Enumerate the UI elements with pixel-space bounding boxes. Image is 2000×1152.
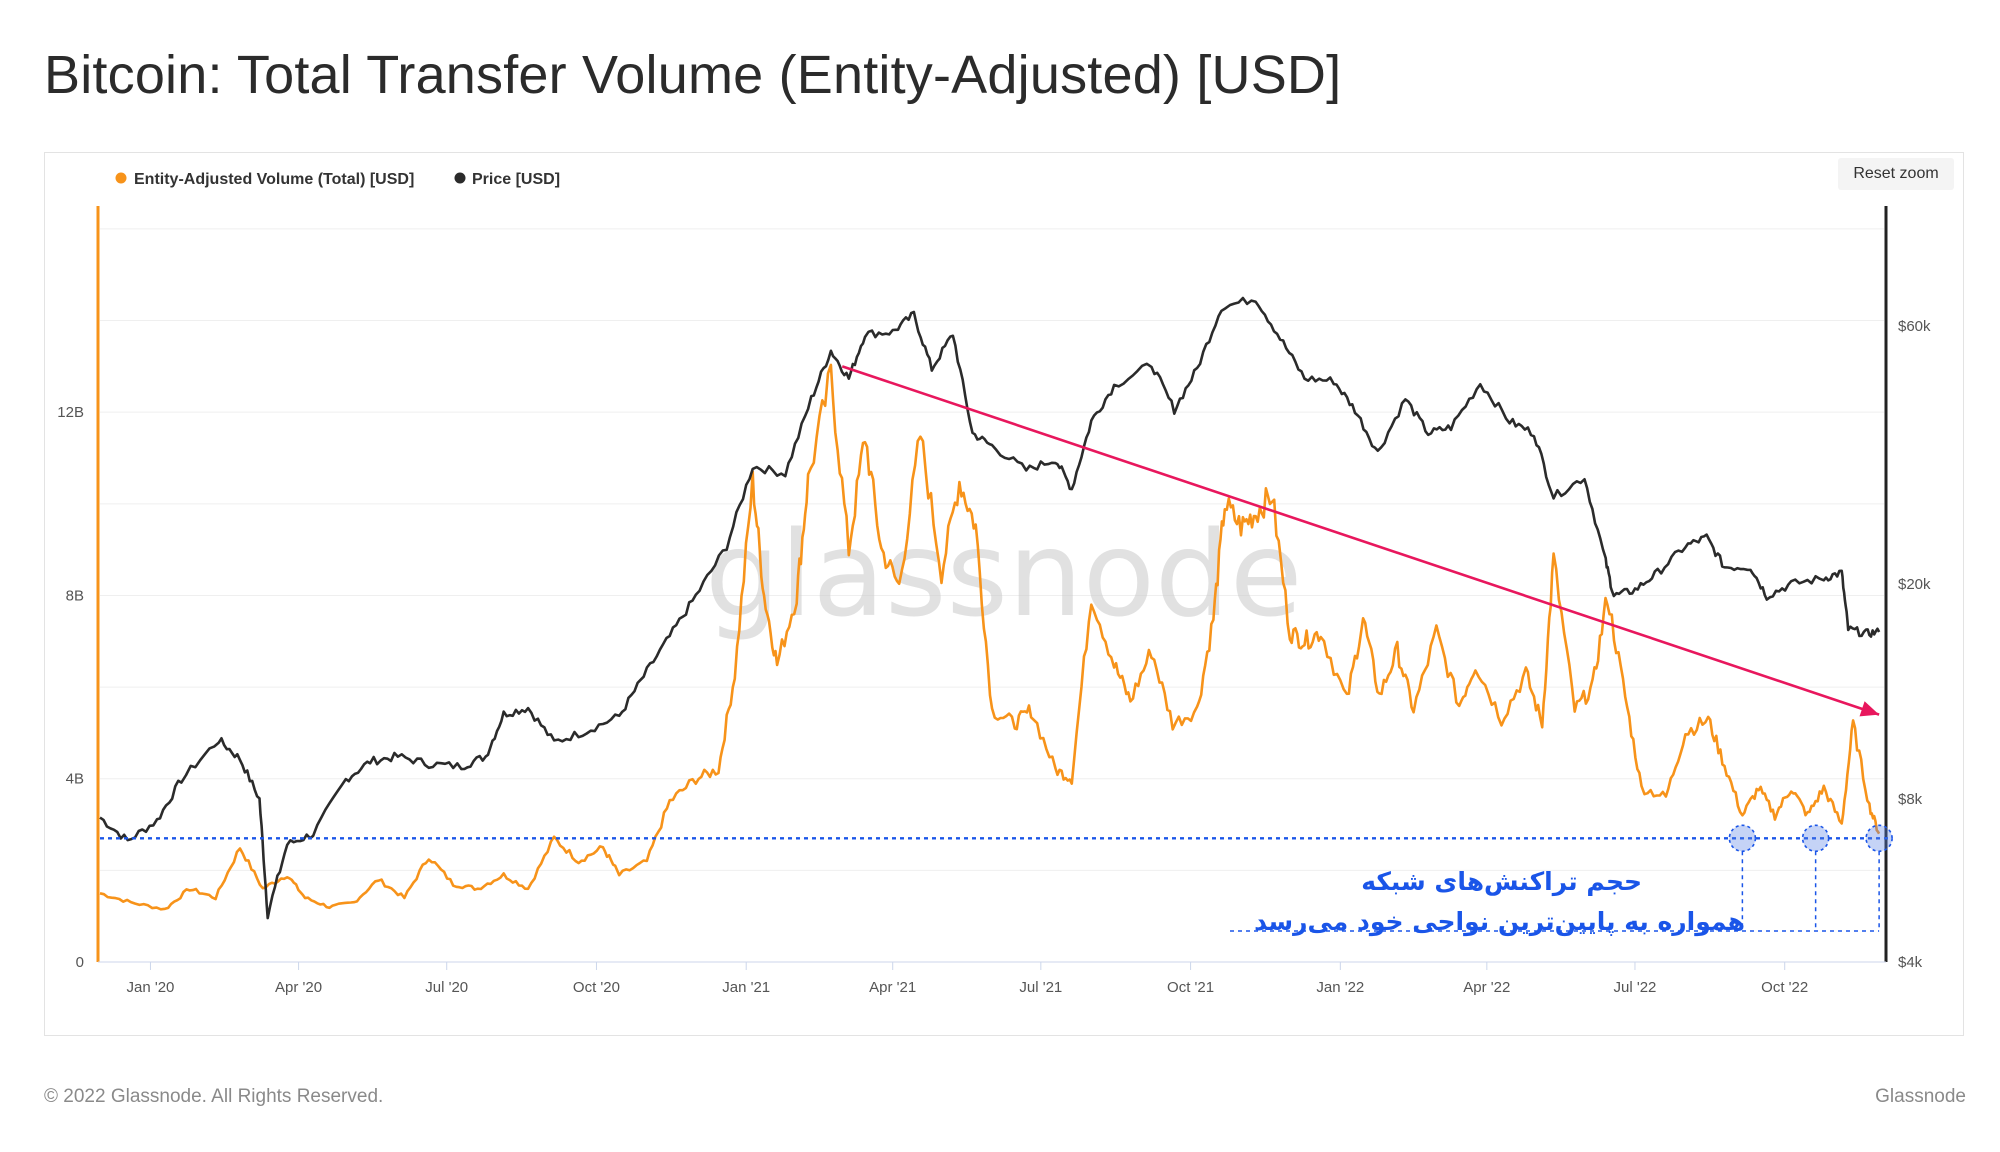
annotation-text-line-2: همواره به پایین‌ترین نواحی خود می‌رسد (1254, 907, 1745, 937)
x-tick-label: Apr '20 (275, 979, 322, 996)
x-tick-label: Oct '22 (1761, 979, 1808, 996)
trend-arrowhead (1859, 701, 1880, 717)
y-left-tick-label: 4B (66, 771, 84, 788)
y-left-tick-label: 0 (76, 954, 84, 971)
x-tick-label: Oct '20 (573, 979, 620, 996)
price-series-line[interactable] (99, 296, 1881, 920)
y-right-tick-label: $4k (1898, 954, 1923, 971)
low-point-marker[interactable] (1801, 824, 1830, 853)
x-tick-label: Jan '20 (127, 979, 175, 996)
legend-volume-dot (115, 172, 127, 184)
chart-frame (44, 152, 1964, 1036)
volume-series-line[interactable] (99, 363, 1881, 911)
legend-volume-label[interactable]: Entity-Adjusted Volume (Total) [USD] (134, 171, 414, 188)
y-right-tick-label: $8k (1898, 791, 1923, 808)
x-tick-label: Jul '22 (1614, 979, 1657, 996)
y-right-tick-label: $60k (1898, 318, 1931, 335)
brand-text: Glassnode (1875, 1086, 1966, 1107)
annotation-text-line-1: حجم تراکنش‌های شبکه (1361, 867, 1642, 897)
y-right-tick-label: $20k (1898, 576, 1931, 593)
x-tick-label: Jul '21 (1019, 979, 1062, 996)
low-point-marker[interactable] (1865, 824, 1893, 853)
low-point-marker[interactable] (1728, 824, 1757, 853)
copyright-text: © 2022 Glassnode. All Rights Reserved. (44, 1086, 384, 1107)
x-tick-label: Jul '20 (425, 979, 468, 996)
y-left-tick-label: 8B (66, 587, 84, 604)
page-title: Bitcoin: Total Transfer Volume (Entity-A… (44, 45, 1342, 105)
x-tick-label: Jan '21 (722, 979, 770, 996)
legend-price-dot (454, 172, 466, 184)
x-tick-label: Jan '22 (1316, 979, 1364, 996)
reset-zoom-button[interactable]: Reset zoom (1838, 158, 1954, 190)
trend-arrow-line (841, 365, 1880, 716)
legend-price-label[interactable]: Price [USD] (472, 171, 560, 188)
x-tick-label: Oct '21 (1167, 979, 1214, 996)
y-left-tick-label: 12B (57, 404, 84, 421)
x-tick-label: Apr '22 (1463, 979, 1510, 996)
x-tick-label: Apr '21 (869, 979, 916, 996)
